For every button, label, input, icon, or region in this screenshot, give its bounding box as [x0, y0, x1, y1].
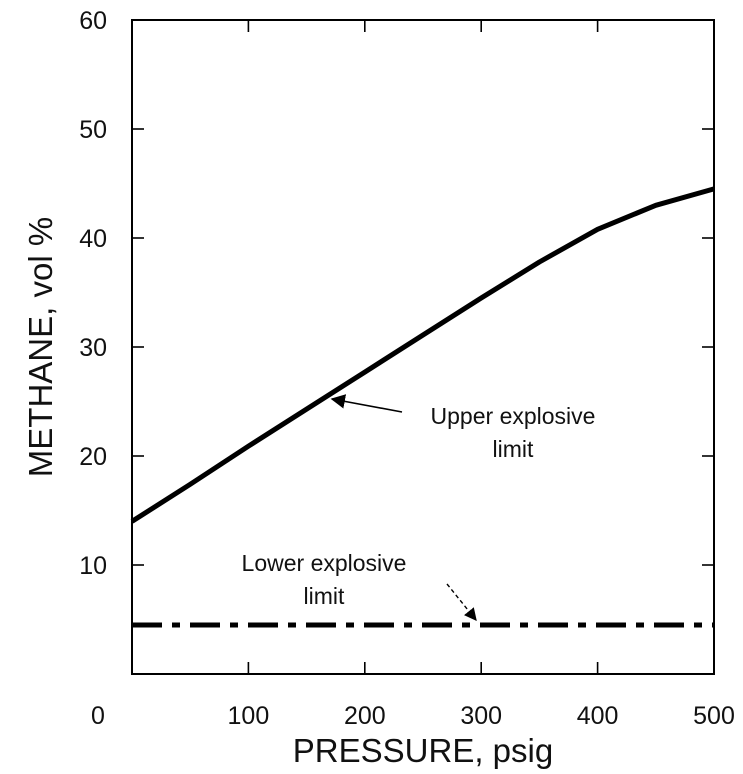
x-tick-labels: 0 100 200 300 400 500: [91, 702, 735, 730]
y-tick-label: 10: [79, 552, 107, 580]
y-tick-labels: 10 20 30 40 50 60: [79, 7, 107, 580]
lower-limit-label-line1: Lower explosive: [242, 550, 407, 576]
upper-limit-annotation: Upper explosive limit: [330, 394, 596, 462]
x-axis-title: PRESSURE, psig: [293, 732, 553, 769]
upper-limit-arrow: [330, 394, 403, 413]
y-axis-title: METHANE, vol %: [22, 217, 59, 477]
y-tick-label: 50: [79, 116, 107, 144]
x-tick-label: 500: [693, 702, 735, 730]
lower-limit-label-line2: limit: [304, 583, 345, 609]
series-layer: [130, 186, 715, 628]
lower-limit-arrow: [446, 583, 477, 621]
y-tick-label: 30: [79, 334, 107, 362]
x-tick-label: 0: [91, 702, 105, 730]
upper-limit-label-line2: limit: [493, 436, 534, 462]
tick-marks: [132, 20, 714, 674]
y-tick-label: 20: [79, 443, 107, 471]
y-tick-label: 40: [79, 225, 107, 253]
x-tick-label: 300: [460, 702, 502, 730]
plot-frame: [131, 19, 715, 675]
x-tick-label: 200: [344, 702, 386, 730]
upper-limit-label-line1: Upper explosive: [431, 403, 596, 429]
x-tick-label: 100: [228, 702, 270, 730]
upper-explosive-limit-line: [130, 186, 715, 524]
x-tick-label: 400: [577, 702, 619, 730]
y-tick-label: 60: [79, 7, 107, 35]
lower-limit-annotation: Lower explosive limit: [242, 550, 477, 621]
